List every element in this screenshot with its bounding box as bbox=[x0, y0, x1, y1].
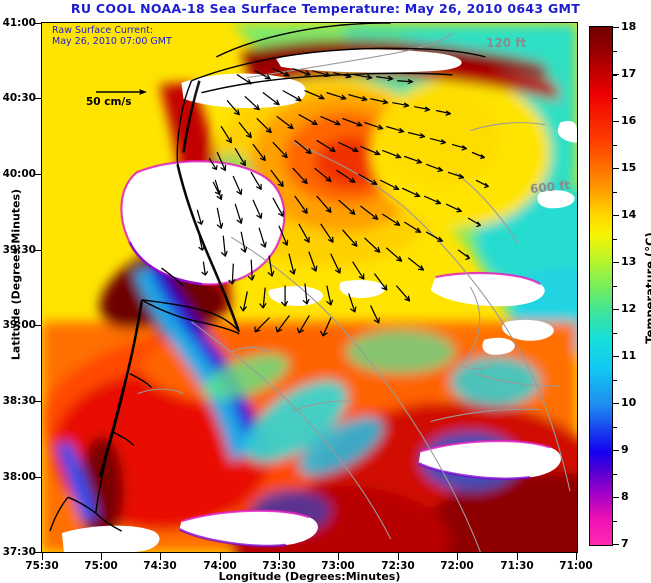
colorbar bbox=[589, 26, 613, 546]
colorbar-tick-label: 15 bbox=[621, 161, 637, 174]
x-tick-label: 73:30 bbox=[262, 560, 296, 572]
scale-arrow-label: 50 cm/s bbox=[86, 96, 132, 108]
colorbar-title: Temperature (°C) bbox=[643, 232, 651, 344]
colorbar-tick-label: 10 bbox=[621, 396, 637, 409]
colorbar-tick-label: 13 bbox=[621, 255, 637, 268]
y-tick-label: 40:30 bbox=[2, 92, 36, 104]
figure-title: RU COOL NOAA-18 Sea Surface Temperature:… bbox=[70, 1, 581, 16]
x-tick-label: 75:30 bbox=[25, 560, 59, 572]
x-tick-label: 75:00 bbox=[84, 560, 118, 572]
y-tick-label: 38:00 bbox=[2, 471, 36, 483]
colorbar-gradient bbox=[590, 27, 612, 545]
colorbar-tick-label: 12 bbox=[621, 302, 637, 315]
colorbar-tick-label: 17 bbox=[621, 67, 637, 80]
y-tick-label: 41:00 bbox=[2, 17, 36, 29]
y-tick-label: 39:30 bbox=[2, 244, 36, 256]
x-tick-label: 71:30 bbox=[500, 560, 534, 572]
x-tick-label: 73:00 bbox=[321, 560, 355, 572]
colorbar-tick-label: 16 bbox=[621, 114, 637, 127]
colorbar-tick-label: 9 bbox=[621, 443, 629, 456]
current-annotation-line1: Raw Surface Current: bbox=[52, 25, 154, 36]
map-plot-area[interactable]: Raw Surface Current: May 26, 2010 07:00 … bbox=[41, 22, 578, 553]
y-tick-label: 37:30 bbox=[2, 546, 36, 558]
current-annotation-line2: May 26, 2010 07:00 GMT bbox=[52, 36, 172, 47]
x-tick-label: 74:00 bbox=[203, 560, 237, 572]
colorbar-tick-label: 18 bbox=[621, 20, 637, 33]
y-tick-label: 40:00 bbox=[2, 168, 36, 180]
colorbar-tick-label: 8 bbox=[621, 490, 629, 503]
current-annotation: Raw Surface Current: May 26, 2010 07:00 … bbox=[52, 25, 172, 47]
x-axis-title: Longitude (Degrees:Minutes) bbox=[218, 570, 401, 583]
scale-arrow-icon bbox=[96, 89, 147, 95]
y-tick-label: 38:30 bbox=[2, 395, 36, 407]
colorbar-tick-label: 14 bbox=[621, 208, 637, 221]
sst-raster bbox=[42, 23, 577, 552]
x-tick-label: 72:30 bbox=[381, 560, 415, 572]
x-tick-label: 74:30 bbox=[143, 560, 177, 572]
y-axis-title: Latitude (Degrees:Minutes) bbox=[9, 188, 23, 361]
x-tick-label: 72:00 bbox=[440, 560, 474, 572]
y-tick-label: 39:00 bbox=[2, 319, 36, 331]
colorbar-tick-label: 11 bbox=[621, 349, 637, 362]
x-tick-label: 71:00 bbox=[559, 560, 593, 572]
depth-contour-label-120ft: 120 ft bbox=[486, 36, 527, 50]
colorbar-tick-label: 7 bbox=[621, 537, 629, 550]
